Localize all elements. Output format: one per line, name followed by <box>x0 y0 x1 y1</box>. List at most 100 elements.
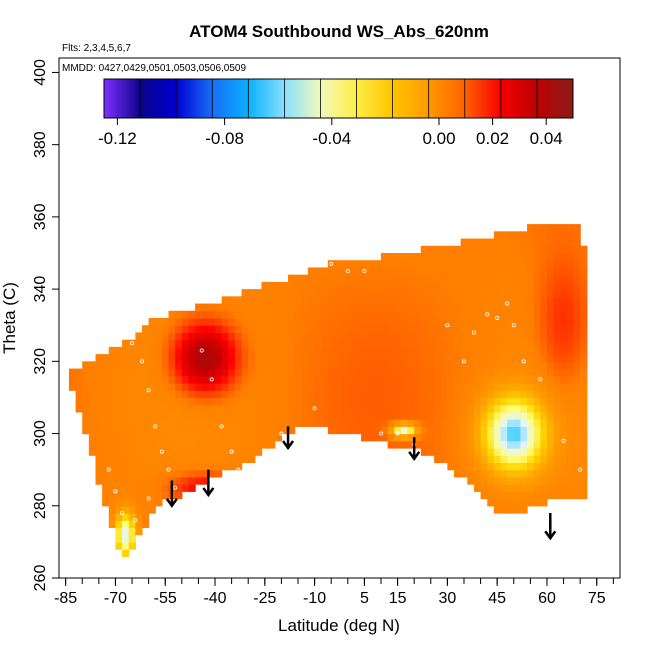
heatmap-cell <box>301 310 309 319</box>
heatmap-cell <box>248 339 256 348</box>
heatmap-cell <box>248 375 256 384</box>
heatmap-cell <box>188 339 196 348</box>
heatmap-cell <box>155 390 163 399</box>
heatmap-cell <box>108 505 117 514</box>
heatmap-cell <box>102 354 110 362</box>
heatmap-cell <box>228 375 236 384</box>
heatmap-cell <box>115 520 123 529</box>
heatmap-cell <box>181 375 190 384</box>
colorbar-frame <box>103 78 574 119</box>
heatmap-cell <box>115 462 123 471</box>
heatmap-cell <box>467 296 475 305</box>
heatmap-cell <box>473 310 482 319</box>
heatmap-cell <box>75 375 83 384</box>
heatmap-cell <box>294 404 302 413</box>
heatmap-cell <box>321 289 329 297</box>
heatmap-cell <box>566 455 575 464</box>
heatmap-cell <box>493 325 502 334</box>
heatmap-cell <box>493 455 502 464</box>
heatmap-cell <box>520 383 528 391</box>
y-axis-title: Theta (C) <box>0 282 19 354</box>
heatmap-cell <box>288 411 296 420</box>
heatmap-cell <box>533 274 541 283</box>
heatmap-cell <box>108 476 117 485</box>
heatmap-cell <box>148 354 156 362</box>
heatmap-cell <box>460 339 468 348</box>
heatmap-cell <box>454 455 462 464</box>
heatmap-cell <box>148 419 156 427</box>
heatmap-cell <box>367 274 375 283</box>
heatmap-cell <box>88 440 97 449</box>
heatmap-cell <box>513 368 522 377</box>
heatmap-cell <box>314 354 322 362</box>
heatmap-cell <box>454 440 462 449</box>
heatmap-cell <box>440 281 448 290</box>
heatmap-cell <box>321 325 329 334</box>
heatmap-cell <box>268 332 276 341</box>
heatmap-cell <box>546 296 555 305</box>
heatmap-cell <box>546 440 555 449</box>
colorbar-tick-label: -0.04 <box>312 129 351 148</box>
heatmap-cell <box>520 332 528 341</box>
heatmap-cell <box>407 274 415 283</box>
heatmap-cell <box>268 354 276 362</box>
heatmap-cell <box>128 498 136 507</box>
heatmap-cell <box>467 267 475 276</box>
heatmap-cell <box>181 325 190 334</box>
heatmap-cell <box>148 318 156 326</box>
heatmap-cell <box>341 310 349 319</box>
colorbar-segment <box>428 79 466 118</box>
heatmap-cell <box>520 253 528 261</box>
heatmap-cell <box>128 390 136 399</box>
heatmap-cell <box>560 448 568 456</box>
heatmap-cell <box>215 375 223 384</box>
heatmap-cell <box>573 462 581 471</box>
heatmap-cell <box>540 498 548 507</box>
heatmap-cell <box>108 346 117 355</box>
heatmap-cell <box>480 469 488 478</box>
heatmap-cell <box>115 354 123 362</box>
heatmap-cell <box>161 390 170 399</box>
heatmap-cell <box>367 433 375 442</box>
heatmap-cell <box>560 245 568 254</box>
heatmap-cell <box>141 361 150 370</box>
heatmap-cell <box>148 455 156 464</box>
heatmap-cell <box>341 332 349 341</box>
heatmap-cell <box>108 433 117 442</box>
heatmap-cell <box>394 346 402 355</box>
heatmap-cell <box>221 375 229 384</box>
heatmap-cell <box>527 411 535 420</box>
heatmap-cell <box>427 426 435 435</box>
heatmap-cell <box>254 289 263 297</box>
heatmap-cell <box>394 325 402 334</box>
heatmap-cell <box>454 426 462 435</box>
heatmap-cell <box>155 361 163 370</box>
heatmap-cell <box>520 426 528 435</box>
heatmap-cell <box>493 433 502 442</box>
heatmap-cell <box>460 404 468 413</box>
heatmap-cell <box>354 339 362 348</box>
heatmap-cell <box>493 310 502 319</box>
heatmap-cell <box>387 339 395 348</box>
heatmap-cell <box>467 462 475 471</box>
heatmap-cell <box>135 375 143 384</box>
heatmap-cell <box>248 296 256 305</box>
heatmap-cell <box>234 455 243 464</box>
heatmap-cell <box>467 325 475 334</box>
heatmap-cell <box>540 274 548 283</box>
heatmap-cell <box>487 462 495 471</box>
heatmap-cell <box>427 404 435 413</box>
heatmap-cell <box>487 339 495 348</box>
heatmap-cell <box>500 419 508 427</box>
heatmap-cell <box>321 310 329 319</box>
heatmap-cell <box>374 281 382 290</box>
heatmap-cell <box>188 318 196 326</box>
heatmap-cell <box>314 361 322 370</box>
heatmap-cell <box>540 318 548 326</box>
heatmap-cell <box>281 368 289 377</box>
heatmap-cell <box>566 368 575 377</box>
heatmap-cell <box>188 310 196 319</box>
x-tick-label: -25 <box>253 590 276 607</box>
heatmap-cell <box>294 332 302 341</box>
heatmap-cell <box>201 318 209 326</box>
